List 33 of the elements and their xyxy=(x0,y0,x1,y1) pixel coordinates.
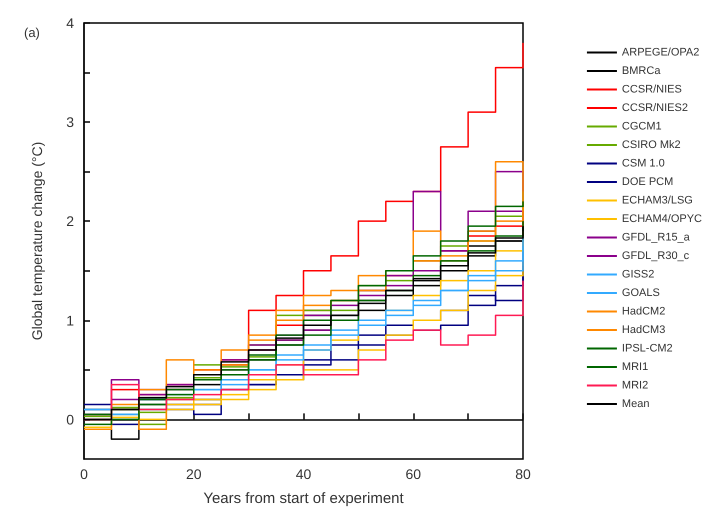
legend-label: HadCM3 xyxy=(622,324,666,336)
legend-label: CCSR/NIES xyxy=(622,84,682,96)
legend-label: CCSR/NIES2 xyxy=(622,102,688,114)
y-tick-label: 3 xyxy=(66,114,74,130)
legend-label: CGCM1 xyxy=(622,120,662,132)
legend-label: HadCM2 xyxy=(622,306,666,318)
text: (a) xyxy=(24,25,40,40)
legend-label: GFDL_R30_c xyxy=(622,250,690,262)
legend-label: ARPEGE/OPA2 xyxy=(622,46,700,58)
legend-label: GISS2 xyxy=(622,268,654,280)
legend-label: ECHAM4/OPYC xyxy=(622,213,702,225)
x-tick-label: 20 xyxy=(186,466,202,482)
y-tick-label: 1 xyxy=(66,312,74,328)
x-tick-label: 60 xyxy=(405,466,422,482)
y-tick-label: 4 xyxy=(66,15,74,31)
legend-label: DOE PCM xyxy=(622,176,674,188)
legend-label: GOALS xyxy=(622,287,660,299)
x-tick-label: 40 xyxy=(296,466,312,482)
x-tick-label: 80 xyxy=(515,466,531,482)
legend-label: BMRCa xyxy=(622,65,662,77)
y-tick-label: 2 xyxy=(66,213,74,230)
legend-label: CSM 1.0 xyxy=(622,158,665,170)
y-axis-title: Global temperature change (°C) xyxy=(29,142,45,340)
legend-label: GFDL_R15_a xyxy=(622,232,691,244)
x-tick-label: 0 xyxy=(80,466,88,482)
legend-label: CSIRO Mk2 xyxy=(622,139,681,151)
legend-label: Mean xyxy=(622,398,650,410)
legend-label: MRI2 xyxy=(622,380,648,392)
legend-label: MRI1 xyxy=(622,361,648,373)
legend-label: ECHAM3/LSG xyxy=(622,194,693,206)
legend-label: IPSL-CM2 xyxy=(622,342,673,354)
y-tick-label: 0 xyxy=(66,411,74,428)
x-axis-title: Years from start of experiment xyxy=(203,490,405,507)
